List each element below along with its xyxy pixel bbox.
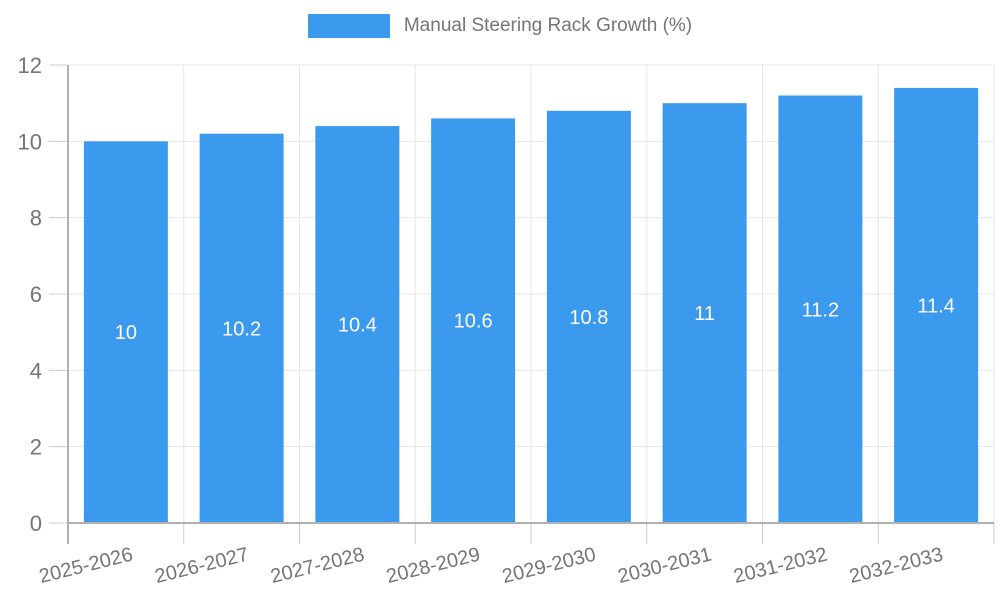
bar[interactable] bbox=[431, 118, 516, 523]
y-tick-label: 10 bbox=[18, 129, 42, 154]
bar-value-label: 10.4 bbox=[338, 315, 377, 337]
x-tick-label: 2030-2031 bbox=[616, 544, 714, 588]
y-tick-label: 0 bbox=[30, 511, 42, 536]
x-tick-label: 2028-2029 bbox=[384, 544, 482, 588]
bar-value-label: 10.6 bbox=[454, 311, 493, 333]
bar[interactable] bbox=[778, 95, 863, 524]
x-tick-label: 2026-2027 bbox=[153, 544, 251, 588]
y-tick-label: 8 bbox=[30, 206, 42, 231]
x-tick-label: 2027-2028 bbox=[268, 544, 366, 588]
bar-value-label: 11 bbox=[694, 303, 715, 325]
bar[interactable] bbox=[83, 141, 168, 524]
legend-item[interactable]: Manual Steering Rack Growth (%) bbox=[307, 14, 693, 38]
y-tick-label: 4 bbox=[30, 358, 42, 383]
y-tick-label: 6 bbox=[30, 282, 42, 307]
x-tick-label: 2032-2033 bbox=[847, 544, 945, 588]
legend-label: Manual Steering Rack Growth (%) bbox=[403, 15, 693, 36]
chart-legend: Manual Steering Rack Growth (%) bbox=[0, 14, 1000, 38]
bar[interactable] bbox=[199, 133, 284, 523]
bar-value-label: 10 bbox=[115, 322, 137, 344]
y-tick-label: 12 bbox=[18, 53, 42, 78]
x-tick-label: 2031-2032 bbox=[731, 544, 829, 588]
bar[interactable] bbox=[546, 110, 631, 524]
x-tick-label: 2025-2026 bbox=[37, 544, 135, 588]
bar[interactable] bbox=[662, 103, 747, 524]
legend-swatch bbox=[307, 14, 390, 38]
bar-value-label: 10.8 bbox=[569, 307, 608, 329]
bar[interactable] bbox=[315, 126, 400, 524]
bar-value-label: 10.2 bbox=[222, 318, 261, 340]
x-tick-label: 2029-2030 bbox=[500, 544, 598, 588]
bar[interactable] bbox=[894, 87, 979, 524]
bar-value-label: 11.4 bbox=[917, 295, 954, 317]
y-tick-label: 2 bbox=[30, 435, 42, 460]
bar-value-label: 11.2 bbox=[802, 299, 839, 321]
